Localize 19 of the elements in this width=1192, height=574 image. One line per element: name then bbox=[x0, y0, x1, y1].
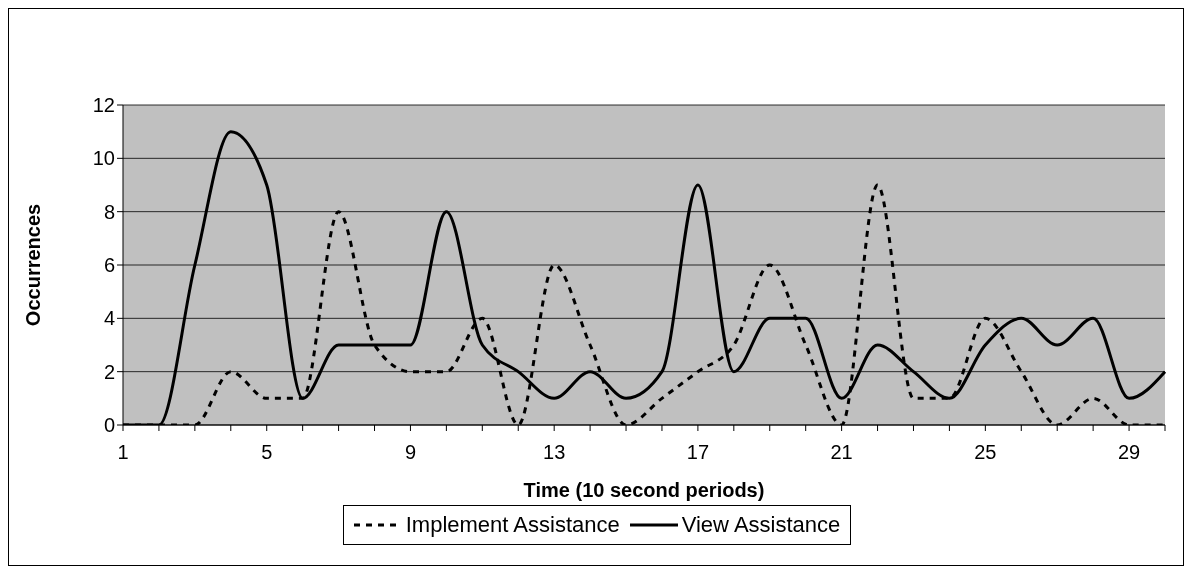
y-tick-label: 6 bbox=[103, 254, 115, 277]
legend-label: View Assistance bbox=[681, 512, 841, 538]
x-tick-label: 29 bbox=[1117, 441, 1141, 464]
y-tick-label: 10 bbox=[92, 147, 115, 170]
y-tick-label: 12 bbox=[92, 94, 115, 117]
x-tick-label: 17 bbox=[686, 441, 710, 464]
x-axis-title: Time (10 second periods) bbox=[523, 479, 765, 501]
x-tick-label: 21 bbox=[830, 441, 853, 464]
x-tick-label: 5 bbox=[261, 441, 273, 464]
x-tick-label: 25 bbox=[974, 441, 997, 464]
y-tick-label: 8 bbox=[103, 200, 115, 223]
y-axis-title: Occurrences bbox=[22, 203, 45, 327]
x-tick-label: 9 bbox=[404, 441, 417, 464]
y-tick-label: 4 bbox=[103, 307, 115, 330]
y-tick-label: 0 bbox=[103, 414, 115, 437]
x-tick-label: 1 bbox=[117, 441, 129, 464]
y-tick-label: 2 bbox=[103, 360, 115, 383]
legend-label: Implement Assistance bbox=[405, 512, 620, 538]
x-tick-label: 13 bbox=[543, 441, 566, 464]
